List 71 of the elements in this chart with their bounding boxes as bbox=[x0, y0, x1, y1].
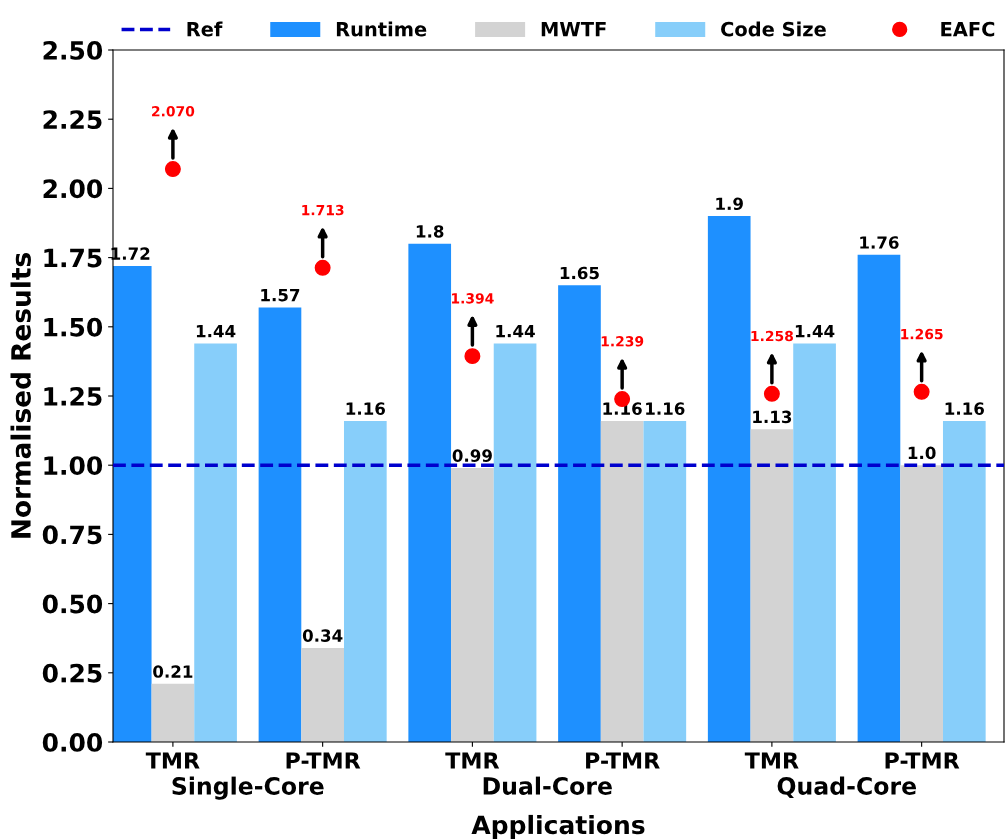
data-label: 0.34 bbox=[302, 629, 343, 642]
x-tick-label: P-TMR bbox=[586, 752, 660, 769]
text: Single-Core bbox=[172, 776, 324, 800]
data-label: 1.394 bbox=[452, 293, 494, 304]
y-tick-label: 0.50 bbox=[42, 594, 103, 614]
data-label: 1.65 bbox=[560, 266, 599, 280]
data-label: 1.44 bbox=[795, 325, 835, 338]
y-tick-label: 0.25 bbox=[42, 663, 102, 683]
data-label: 1.8 bbox=[416, 225, 444, 238]
point bbox=[763, 385, 780, 402]
data-label: 0.21 bbox=[153, 665, 193, 678]
bar bbox=[343, 420, 387, 742]
y-tick-label: 0.00 bbox=[42, 732, 103, 752]
legend-label: Runtime bbox=[336, 21, 427, 37]
data-label: 1.16 bbox=[346, 402, 385, 415]
x-axis-title: Applications bbox=[471, 814, 645, 840]
point bbox=[314, 259, 331, 276]
point bbox=[913, 383, 930, 400]
bar bbox=[942, 420, 986, 742]
bar bbox=[600, 420, 644, 742]
legend-label: MWTF bbox=[541, 22, 606, 37]
data-label: 1.713 bbox=[302, 204, 344, 216]
point bbox=[464, 348, 481, 365]
data-label: 1.44 bbox=[496, 325, 535, 338]
y-tick-label: 0.75 bbox=[42, 525, 102, 545]
bar bbox=[408, 243, 452, 742]
point bbox=[164, 161, 181, 178]
data-label: 1.265 bbox=[901, 328, 943, 340]
legend-label: Ref bbox=[187, 21, 223, 37]
data-label: 1.16 bbox=[945, 402, 984, 415]
data-label: 1.44 bbox=[196, 325, 236, 338]
data-label: 1.9 bbox=[716, 197, 743, 211]
x-tick-label: TMR bbox=[145, 752, 200, 769]
bar bbox=[900, 465, 943, 742]
bar bbox=[258, 307, 302, 742]
y-tick-label: 2.50 bbox=[43, 40, 103, 60]
y-tick-label: 1.25 bbox=[44, 386, 102, 406]
bar bbox=[643, 420, 687, 742]
bar bbox=[750, 429, 794, 742]
legend-label: EAFC bbox=[941, 21, 995, 37]
data-label: 0.99 bbox=[452, 449, 492, 462]
y-tick-label: 2.00 bbox=[43, 179, 103, 199]
y-tick-label: 1.00 bbox=[44, 456, 103, 476]
y-axis-title: Normalised Results bbox=[10, 253, 31, 538]
text: Dual-Core bbox=[483, 776, 612, 795]
y-tick-label: 2.25 bbox=[43, 110, 102, 130]
data-label: 2.070 bbox=[152, 106, 195, 117]
x-tick-label: P-TMR bbox=[885, 752, 960, 769]
data-label: 1.13 bbox=[753, 410, 792, 424]
y-tick-label: 1.50 bbox=[44, 317, 103, 337]
bar bbox=[451, 467, 494, 742]
data-label: 1.258 bbox=[751, 330, 793, 342]
data-label: 1.57 bbox=[261, 289, 300, 302]
text: Quad-Core bbox=[777, 776, 916, 798]
data-label: 1.239 bbox=[601, 336, 644, 347]
bar bbox=[194, 343, 237, 742]
data-label: 1.76 bbox=[860, 236, 899, 249]
x-tick-label: TMR bbox=[445, 752, 500, 769]
bar bbox=[151, 683, 195, 742]
x-tick-label: P-TMR bbox=[286, 752, 361, 769]
x-tick-label: TMR bbox=[744, 752, 799, 769]
bar bbox=[493, 343, 537, 742]
bar bbox=[707, 216, 751, 742]
bar bbox=[301, 647, 344, 742]
bar bbox=[793, 343, 836, 742]
bar bbox=[558, 285, 601, 742]
y-tick-label: 1.75 bbox=[44, 248, 102, 268]
data-label: 1.0 bbox=[908, 446, 936, 460]
legend-label: Code Size bbox=[721, 21, 826, 37]
bar bbox=[857, 254, 901, 742]
data-label: 1.16 bbox=[646, 402, 685, 415]
